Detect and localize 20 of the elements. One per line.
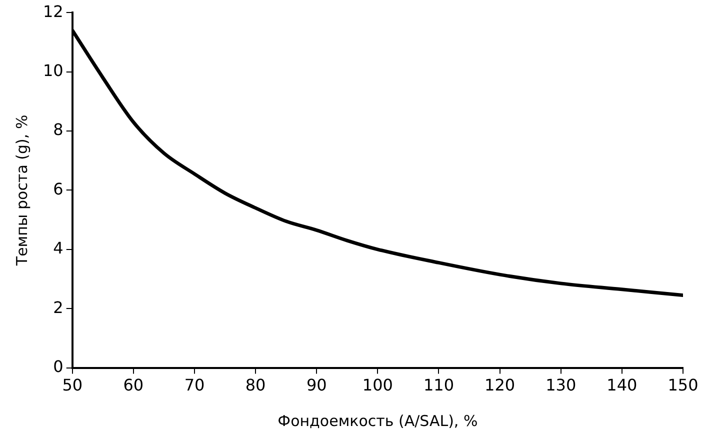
x-tick-label: 130 (546, 376, 576, 395)
x-tick-label: 50 (62, 376, 83, 395)
y-axis-title: Темпы роста (g), % (12, 114, 31, 267)
x-tick-label: 120 (484, 376, 516, 395)
x-tick-label: 90 (306, 376, 327, 395)
x-tick-label: 70 (184, 376, 205, 395)
y-tick-label: 6 (53, 179, 64, 198)
y-tick-label: 4 (53, 238, 64, 258)
y-tick-label: 12 (43, 2, 64, 21)
x-tick-label: 60 (123, 376, 144, 395)
x-tick-label: 150 (668, 376, 698, 395)
x-tick-label: 140 (606, 376, 638, 395)
y-tick-label: 0 (53, 356, 64, 376)
x-tick-label: 110 (423, 376, 454, 395)
y-tick-label: 2 (53, 298, 64, 317)
y-tick-label: 10 (43, 60, 64, 80)
x-axis-title: Фондоемкость (A/SAL), % (278, 412, 478, 430)
x-tick-label: 100 (362, 376, 393, 395)
x-tick-label: 80 (245, 376, 266, 395)
y-tick-label: 8 (53, 120, 64, 140)
